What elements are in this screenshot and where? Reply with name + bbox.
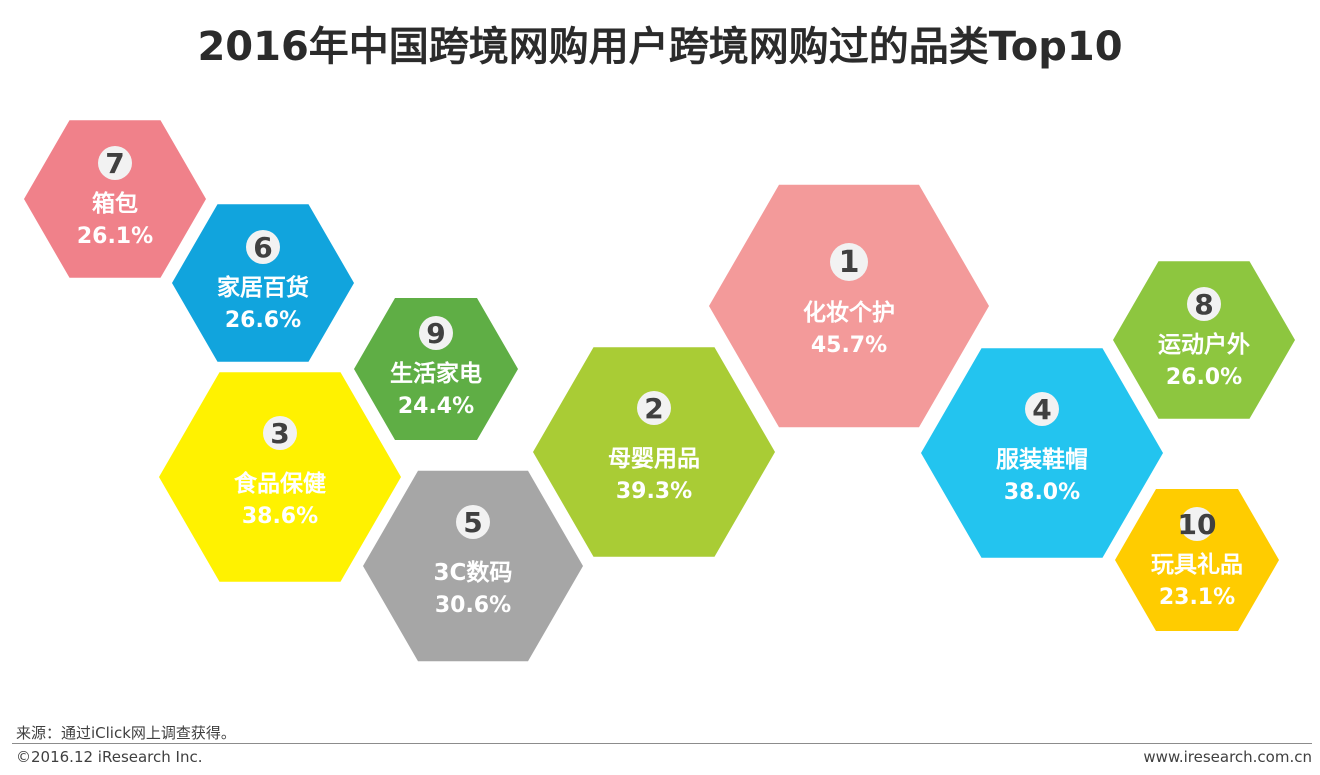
rank-number: 3	[270, 417, 289, 450]
rank-badge	[830, 243, 868, 281]
rank-number: 8	[1194, 288, 1213, 321]
hexagon-shape	[24, 120, 206, 278]
category-label: 服装鞋帽	[996, 447, 1088, 473]
value-label: 26.6%	[225, 308, 301, 333]
rank-badge	[263, 416, 297, 450]
category-label: 母婴用品	[608, 446, 700, 472]
category-label: 运动户外	[1158, 331, 1250, 358]
value-label: 45.7%	[811, 333, 887, 358]
copyright: ©2016.12 iResearch Inc.	[16, 748, 203, 766]
rank-number: 1	[839, 245, 860, 280]
hexagon-rank-9: 9 生活家电 24.4%	[354, 297, 518, 441]
category-label: 箱包	[92, 190, 138, 217]
website: www.iresearch.com.cn	[1143, 748, 1312, 766]
footer-divider	[12, 743, 1312, 744]
value-label: 39.3%	[616, 479, 692, 504]
value-label: 38.0%	[1004, 480, 1080, 505]
category-label: 玩具礼品	[1151, 551, 1243, 578]
rank-number: 4	[1032, 393, 1051, 426]
rank-badge	[1187, 287, 1221, 321]
rank-badge	[419, 316, 453, 350]
hexagon-rank-10: 10 玩具礼品 23.1%	[1115, 488, 1279, 632]
hexagon-rank-3: 3 食品保健 38.6%	[159, 372, 401, 582]
hexagon-shape	[1113, 261, 1295, 419]
hexagon-shape	[354, 297, 518, 441]
hexagon-shape	[921, 348, 1163, 558]
hexagon-shape	[172, 204, 354, 362]
hexagon-rank-4: 4 服装鞋帽 38.0%	[921, 348, 1163, 558]
hexagon-shape	[533, 347, 775, 557]
rank-number: 5	[463, 506, 482, 539]
value-label: 24.4%	[398, 394, 474, 419]
rank-number: 9	[426, 317, 445, 350]
value-label: 38.6%	[242, 504, 318, 529]
value-label: 23.1%	[1159, 585, 1235, 610]
hexagon-rank-2: 2 母婴用品 39.3%	[533, 347, 775, 557]
value-label: 26.0%	[1166, 365, 1242, 390]
rank-badge	[1180, 507, 1214, 541]
category-label: 家居百货	[217, 274, 309, 301]
hexagon-shape	[159, 372, 401, 582]
rank-badge	[456, 505, 490, 539]
rank-badge	[98, 146, 132, 180]
source-note: 来源：通过iClick网上调查获得。	[16, 724, 236, 742]
rank-number: 2	[644, 392, 663, 425]
chart-title: 2016年中国跨境网购用户跨境网购过的品类Top10	[197, 24, 1123, 70]
hexagon-rank-6: 6 家居百货 26.6%	[172, 204, 354, 362]
rank-badge	[246, 230, 280, 264]
hexagon-shape	[363, 470, 583, 662]
category-label: 3C数码	[434, 560, 513, 586]
value-label: 26.1%	[77, 224, 153, 249]
hexagon-shape	[1115, 488, 1279, 632]
hexagon-rank-1: 1 化妆个护 45.7%	[709, 184, 989, 428]
hexagon-rank-7: 7 箱包 26.1%	[24, 120, 206, 278]
rank-badge	[637, 391, 671, 425]
category-label: 生活家电	[390, 360, 482, 387]
hexagon-rank-8: 8 运动户外 26.0%	[1113, 261, 1295, 419]
hexagon-rank-5: 5 3C数码 30.6%	[363, 470, 583, 662]
rank-number: 6	[253, 231, 272, 264]
value-label: 30.6%	[435, 593, 511, 618]
hexagon-shape	[709, 184, 989, 428]
rank-badge	[1025, 392, 1059, 426]
category-label: 食品保健	[234, 470, 326, 497]
category-label: 化妆个护	[803, 299, 895, 326]
rank-number: 7	[105, 147, 124, 180]
rank-number: 10	[1178, 508, 1217, 541]
